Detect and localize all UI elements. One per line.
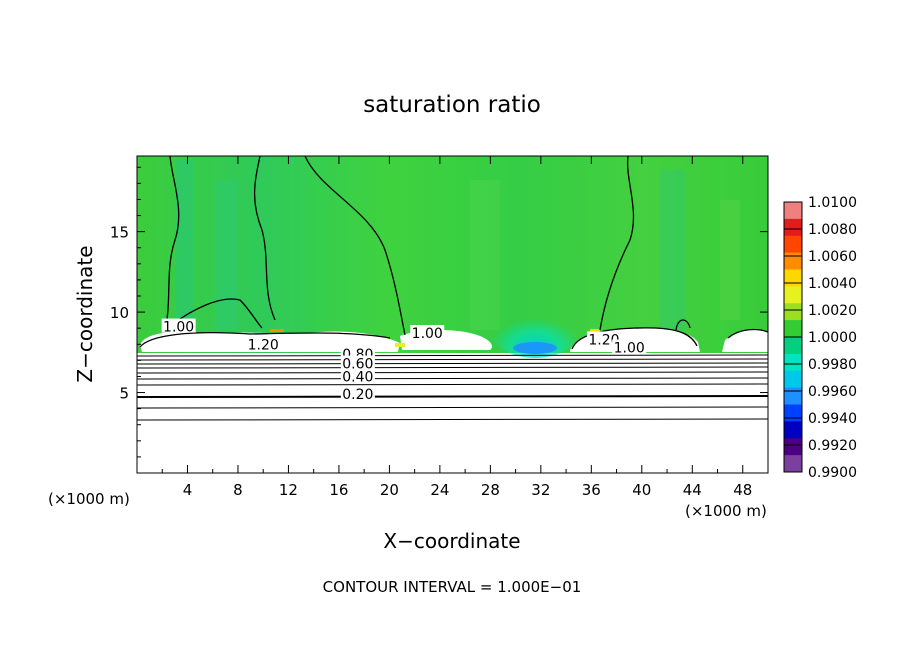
x-unit-left: (×1000 m) (48, 490, 130, 508)
contour-labels: 1.001.201.00 1.201.000.800.600.400.20 (161, 318, 647, 403)
x-tick-label: 36 (582, 481, 601, 499)
colorbar-label: 1.0060 (808, 249, 857, 265)
x-axis-label: X−coordinate (383, 529, 520, 553)
contour-label-bg (246, 336, 281, 351)
y-tick-label: 15 (110, 224, 129, 242)
contour-label: 0.20 (342, 387, 373, 403)
colorbar-swatch (784, 320, 802, 338)
colorbar-swatch (784, 218, 802, 237)
x-tick-label: 48 (733, 481, 752, 499)
colorbar-label: 1.0100 (808, 195, 857, 211)
x-tick-label: 20 (380, 481, 399, 499)
x-tick-label: 24 (430, 481, 449, 499)
plot-area: 1.001.201.00 1.201.000.800.600.400.20 (137, 156, 768, 473)
cloud-edge-yellow-2 (590, 329, 600, 332)
colorbar-label: 1.0080 (808, 222, 857, 238)
colorbar-swatch (784, 421, 802, 439)
colorbar-swatch (784, 303, 802, 321)
colorbar-swatch (784, 370, 802, 389)
colorbar-swatch (784, 455, 802, 473)
contour-label-bg (612, 339, 647, 354)
contour-label-bg (340, 386, 375, 401)
contour-interval-note: CONTOUR INTERVAL = 1.000E−01 (323, 578, 582, 596)
colorbar-swatch (784, 202, 802, 220)
stratified-contours (137, 354, 768, 421)
contour-label: 1.00 (412, 326, 443, 342)
supersaturated-region (137, 156, 768, 353)
x-tick-label: 4 (183, 481, 193, 499)
colorbar-swatch (784, 353, 802, 372)
x-tick-label: 12 (279, 481, 298, 499)
x-tick-label: 32 (531, 481, 550, 499)
contour-label-bg (340, 368, 375, 383)
contour-label: 1.00 (163, 320, 194, 336)
x-axis: 4 8 12 16 20 24 28 32 36 40 44 48 (161, 156, 752, 499)
colorbar-label: 1.0000 (808, 330, 857, 346)
contour-label-group: 1.00 (161, 318, 196, 336)
colorbar-label: 0.9900 (808, 465, 857, 481)
y-axis-label: Z−coordinate (73, 245, 97, 382)
colorbar-swatch (784, 286, 802, 304)
colorbar-swatch (784, 252, 802, 270)
contour-label-bg (410, 325, 445, 340)
colorbar-swatch (784, 235, 802, 254)
colorbar-swatch (784, 387, 802, 405)
colorbar-swatch (784, 337, 802, 355)
colorbar-label: 0.9980 (808, 357, 857, 373)
colorbar-label: 0.9940 (808, 411, 857, 427)
colorbar-label: 0.9920 (808, 438, 857, 454)
x-tick-label: 16 (329, 481, 348, 499)
contour-label-group: 0.40 (340, 368, 375, 385)
contour-label-group: 0.20 (340, 386, 375, 403)
x-tick-label: 44 (683, 481, 702, 499)
colorbar-label: 1.0040 (808, 276, 857, 292)
contour-label-group: 1.00 (612, 339, 647, 356)
colorbar-swatch (784, 269, 802, 287)
contour-lines (139, 156, 768, 350)
y-axis: 5 10 15 (110, 166, 768, 458)
y-tick-label: 10 (110, 304, 129, 322)
cloud-edge-orange (270, 329, 284, 332)
x-tick-label: 28 (481, 481, 500, 499)
contour-label: 1.20 (588, 332, 619, 348)
y-tick-label: 5 (119, 385, 129, 403)
field-streaks (175, 160, 740, 330)
plot-frame (136, 155, 769, 474)
contour-label-bg (161, 318, 196, 333)
subsaturated-core (490, 302, 580, 358)
x-tick-label: 8 (233, 481, 243, 499)
contour-label-group: 1.00 (410, 325, 445, 342)
contour-label: 0.40 (342, 369, 373, 385)
contour-label: 1.20 (248, 337, 279, 353)
colorbar-label: 1.0020 (808, 303, 857, 319)
colorbar: 1.0100 1.0080 1.0060 1.0040 1.0020 1.0000 0.99… (783, 195, 857, 481)
contour-label-group: 1.20 (246, 336, 281, 353)
cloud-edge-yellow (395, 343, 405, 347)
contour-label-bg (340, 355, 375, 370)
cloud-region-edge (722, 329, 768, 352)
x-unit-right: (×1000 m) (685, 502, 767, 520)
chart-title: saturation ratio (363, 92, 541, 118)
colorbar-label: 0.9960 (808, 384, 857, 400)
x-tick-label: 40 (632, 481, 651, 499)
colorbar-swatch (784, 438, 802, 456)
contour-label: 1.00 (614, 340, 645, 356)
colorbar-swatch (784, 404, 802, 422)
subsaturated-core-inner (513, 342, 557, 354)
